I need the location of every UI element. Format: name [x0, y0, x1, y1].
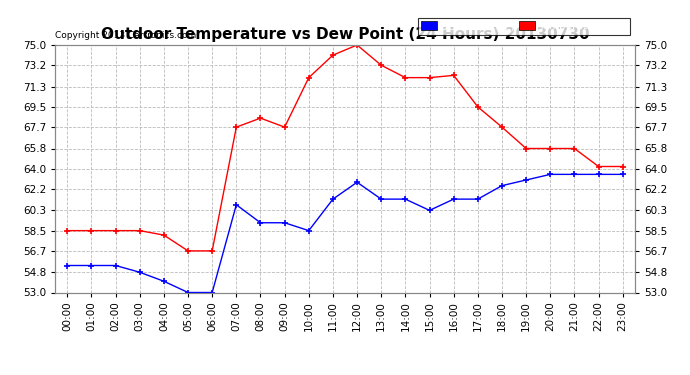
Dew Point (°F): [87, 263, 95, 268]
Dew Point (°F): [135, 270, 144, 274]
Dew Point (°F): [425, 208, 433, 213]
Dew Point (°F): [208, 290, 217, 295]
Line: Dew Point (°F): Dew Point (°F): [63, 171, 627, 296]
Dew Point (°F): [328, 197, 337, 201]
Dew Point (°F): [522, 178, 530, 182]
Temperature (°F): [425, 75, 433, 80]
Dew Point (°F): [257, 220, 265, 225]
Dew Point (°F): [498, 183, 506, 188]
Temperature (°F): [232, 125, 240, 129]
Temperature (°F): [618, 164, 627, 169]
Temperature (°F): [473, 105, 482, 109]
Dew Point (°F): [594, 172, 603, 177]
Temperature (°F): [112, 228, 120, 233]
Dew Point (°F): [377, 197, 385, 201]
Temperature (°F): [135, 228, 144, 233]
Dew Point (°F): [473, 197, 482, 201]
Temperature (°F): [377, 63, 385, 68]
Temperature (°F): [498, 125, 506, 129]
Line: Temperature (°F): Temperature (°F): [63, 42, 627, 254]
Dew Point (°F): [450, 197, 458, 201]
Dew Point (°F): [63, 263, 72, 268]
Dew Point (°F): [184, 290, 192, 295]
Temperature (°F): [208, 249, 217, 253]
Temperature (°F): [87, 228, 95, 233]
Temperature (°F): [353, 43, 362, 47]
Temperature (°F): [450, 73, 458, 78]
Temperature (°F): [402, 75, 410, 80]
Temperature (°F): [522, 146, 530, 151]
Dew Point (°F): [112, 263, 120, 268]
Dew Point (°F): [280, 220, 288, 225]
Temperature (°F): [546, 146, 555, 151]
Temperature (°F): [304, 75, 313, 80]
Temperature (°F): [594, 164, 603, 169]
Temperature (°F): [63, 228, 72, 233]
Dew Point (°F): [160, 279, 168, 284]
Dew Point (°F): [232, 202, 240, 207]
Dew Point (°F): [618, 172, 627, 177]
Dew Point (°F): [402, 197, 410, 201]
Temperature (°F): [328, 53, 337, 57]
Dew Point (°F): [570, 172, 578, 177]
Text: Copyright 2013 Cartronics.com: Copyright 2013 Cartronics.com: [55, 31, 197, 40]
Legend: Dew Point (°F), Temperature (°F): Dew Point (°F), Temperature (°F): [417, 18, 629, 34]
Dew Point (°F): [353, 180, 362, 184]
Dew Point (°F): [304, 228, 313, 233]
Temperature (°F): [160, 233, 168, 237]
Temperature (°F): [184, 249, 192, 253]
Title: Outdoor Temperature vs Dew Point (24 Hours) 20130730: Outdoor Temperature vs Dew Point (24 Hou…: [101, 27, 589, 42]
Dew Point (°F): [546, 172, 555, 177]
Temperature (°F): [257, 116, 265, 120]
Temperature (°F): [280, 125, 288, 129]
Temperature (°F): [570, 146, 578, 151]
